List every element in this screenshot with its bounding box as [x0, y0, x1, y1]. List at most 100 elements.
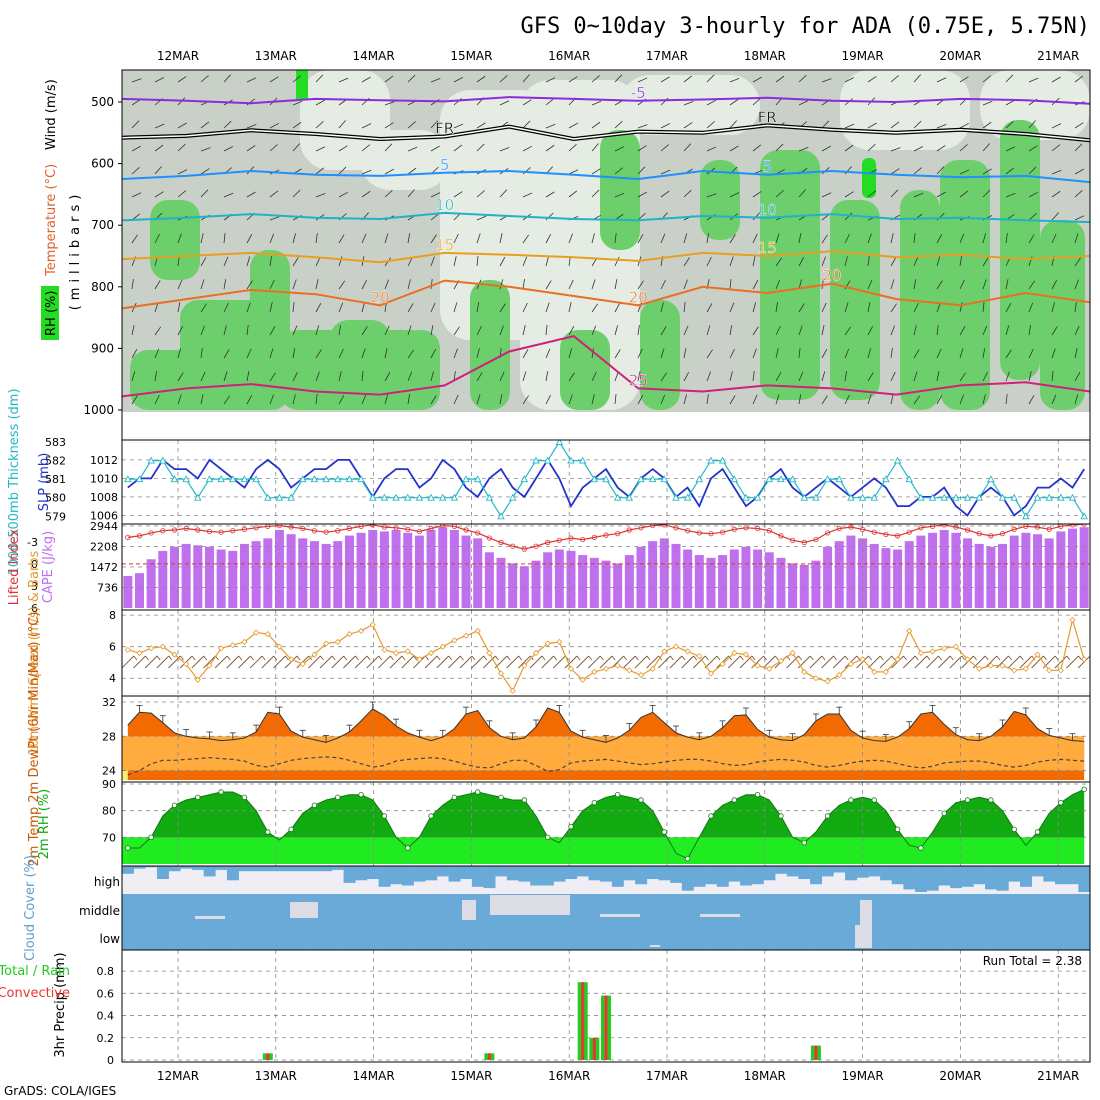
wind-point [672, 643, 680, 650]
cloud-high-bar [961, 866, 974, 887]
rh-point [591, 799, 598, 806]
wind-barb [959, 348, 964, 359]
wind-barb [729, 302, 735, 313]
wind-barb [384, 122, 394, 129]
cape-bar [893, 549, 903, 608]
wind-barb [384, 279, 389, 290]
li-axis-label: Lifted Index [7, 528, 22, 605]
wind-barb [154, 123, 165, 129]
cloud-mid-bar [646, 894, 659, 950]
date-label-top: 21MAR [1037, 49, 1079, 63]
li-point [241, 526, 248, 532]
precip-panel: 0.8 0.6 0.4 0.2 0 Run Total = 2.38 3hr Preci… [0, 949, 1091, 1067]
wind-barb-flag [891, 655, 896, 661]
wind-barb [936, 280, 943, 290]
wind-barb [706, 146, 717, 152]
thickness-point [229, 475, 237, 483]
thickness-axis-label: 1000-500mb Thickness (dm) [7, 388, 22, 575]
date-label-top: 14MAR [353, 49, 395, 63]
wind-barb [1005, 371, 1010, 382]
wind-barb [361, 144, 371, 152]
wind-barb [660, 144, 669, 152]
wind-barb-flag [460, 655, 464, 661]
wind-barb [591, 143, 599, 152]
wind-barb [361, 371, 364, 382]
wind-barb [200, 168, 210, 175]
wind-barb [476, 325, 482, 336]
wind-barb [200, 189, 209, 198]
precip-tick-label: 0.2 [97, 1032, 115, 1045]
cape-bar [216, 549, 226, 608]
wind-barb [821, 655, 834, 669]
cloud-high-bar [261, 866, 274, 872]
thickness-point [567, 456, 575, 464]
wind-barb [844, 212, 853, 221]
rh-point [964, 797, 971, 803]
rh-moist-region [560, 330, 610, 410]
wind-barb [591, 371, 597, 382]
wind-barb [476, 190, 485, 198]
wind-barb [752, 302, 757, 313]
cape-bar [169, 546, 179, 608]
wind-barb [591, 303, 599, 313]
date-axis-bottom: 12MAR 13MAR 14MAR 15MAR 16MAR 17MAR 18MAR 19MAR… [157, 1069, 1079, 1083]
li-point [556, 537, 562, 543]
isotherm-line [122, 169, 1090, 184]
li-point [288, 524, 294, 530]
cloud-high-bar [576, 866, 589, 877]
wind-barb [246, 191, 256, 198]
cloud-high-bar [833, 866, 846, 873]
cape-bar [694, 555, 704, 608]
wind-barb [177, 325, 184, 336]
li-point [883, 531, 889, 538]
wind-barb [1074, 143, 1083, 152]
wind-barb [154, 191, 164, 198]
cape-bar [613, 563, 623, 608]
thickness-point [159, 456, 167, 464]
wind-point [789, 649, 796, 657]
cloud-mid-bar [226, 894, 239, 950]
thickness-point [730, 475, 739, 483]
wind-barb [471, 655, 485, 669]
wind-barb [1028, 77, 1039, 83]
wind-barb [273, 655, 286, 669]
wind-barb [568, 372, 575, 382]
wind-barb-flag [1043, 655, 1047, 661]
wind-barb [775, 75, 785, 83]
cloud-high-bar [133, 866, 146, 869]
cape-bar [799, 564, 809, 608]
cloud-mid-bar [658, 894, 671, 950]
wind-barb [338, 166, 347, 175]
wind-point [777, 657, 785, 664]
wind-barb-flag [634, 655, 639, 661]
cloud-mid-bar [215, 894, 228, 950]
wind-barb [361, 302, 365, 313]
wind-barb [154, 144, 164, 152]
wind-barb-flag [1008, 655, 1012, 661]
slp-axis-label: SLP (mb) [37, 453, 52, 512]
thickness-point [520, 475, 529, 483]
li-point [475, 530, 481, 536]
wind-barb [637, 234, 644, 244]
wind-point [1034, 651, 1041, 658]
cloud-high-bar [646, 866, 659, 879]
wind-barb [269, 233, 275, 244]
wind-barb [154, 326, 162, 336]
wind-barb [692, 655, 706, 669]
wind-barb [545, 98, 555, 106]
li-point [1069, 524, 1076, 528]
wind-barb [1005, 394, 1008, 405]
thickness-point [637, 475, 645, 483]
cape-bar [928, 532, 938, 608]
cloud-high-bar [495, 866, 508, 877]
thickness-point [683, 493, 692, 501]
cape-bar [543, 552, 553, 608]
rh-light-region [620, 75, 760, 135]
wind-point [439, 643, 446, 650]
li-point [230, 528, 236, 534]
cloud-mid-bar [203, 894, 216, 950]
wind-point [1057, 667, 1064, 674]
wind-point [964, 656, 971, 663]
thickness-point [334, 475, 342, 483]
cloud-high-bar [751, 866, 764, 885]
